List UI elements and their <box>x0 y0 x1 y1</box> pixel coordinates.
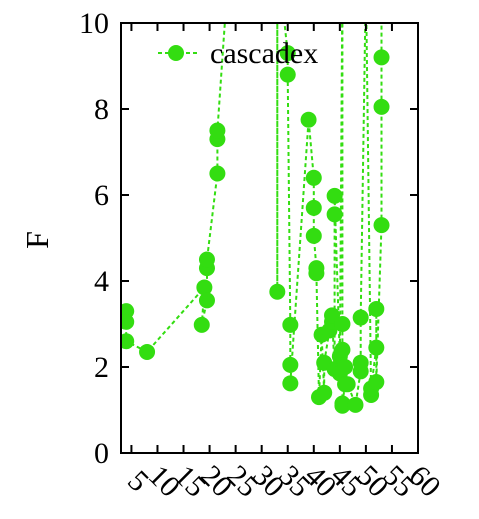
data-point <box>282 356 299 373</box>
data-point <box>373 217 390 234</box>
legend-label: cascadex <box>210 37 318 70</box>
data-point <box>334 316 351 332</box>
data-point <box>269 283 286 300</box>
data-point <box>139 343 156 360</box>
data-point <box>300 111 317 128</box>
y-tick-label: 6 <box>94 179 109 212</box>
series-markers <box>121 45 390 414</box>
y-tick-label: 4 <box>94 265 109 298</box>
data-point <box>196 279 213 296</box>
data-point <box>339 376 356 393</box>
data-point <box>279 45 296 62</box>
data-point <box>334 341 351 358</box>
data-point <box>326 187 343 204</box>
data-point <box>209 122 226 139</box>
y-tick-label: 2 <box>94 351 109 384</box>
x-tick-label: 60 <box>402 459 447 504</box>
data-point <box>305 199 322 216</box>
y-tick-label: 10 <box>79 7 109 40</box>
legend-marker <box>168 45 184 61</box>
data-point <box>368 374 385 391</box>
y-tick-label: 8 <box>94 93 109 126</box>
data-point <box>347 396 364 413</box>
y-tick-label: 0 <box>94 437 109 470</box>
data-point <box>209 165 226 182</box>
data-point <box>316 384 333 401</box>
data-point <box>198 251 215 268</box>
y-axis-ticks: 0 2 4 6 8 10 <box>79 7 418 470</box>
data-point <box>337 359 354 375</box>
plot-frame <box>120 22 419 454</box>
data-point <box>373 98 390 115</box>
data-point <box>352 354 369 371</box>
y-axis-title: F <box>19 231 55 249</box>
data-point <box>305 169 322 186</box>
data-point <box>282 316 299 333</box>
data-point <box>121 313 135 330</box>
data-point <box>308 265 325 282</box>
data-point <box>368 300 385 317</box>
data-point <box>326 206 343 223</box>
legend: cascadex <box>158 37 318 70</box>
data-point <box>368 339 385 356</box>
data-point <box>305 227 322 244</box>
data-point <box>193 316 210 333</box>
data-point <box>121 333 135 350</box>
data-point <box>334 395 351 412</box>
data-point <box>279 66 296 83</box>
data-point <box>352 309 369 326</box>
data-point <box>373 49 390 66</box>
data-point <box>198 292 215 309</box>
data-point <box>282 375 299 392</box>
